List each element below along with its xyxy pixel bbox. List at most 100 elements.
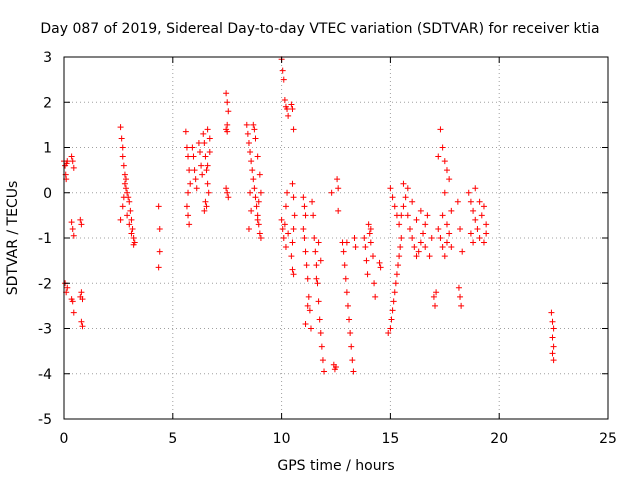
data-point <box>255 221 262 228</box>
data-point <box>480 239 487 246</box>
data-point <box>254 153 261 160</box>
data-point <box>224 121 231 128</box>
data-point <box>254 216 261 223</box>
y-tick-label: -2 <box>38 276 52 292</box>
data-point <box>424 212 431 219</box>
data-point <box>117 124 124 131</box>
data-point <box>278 216 285 223</box>
data-point <box>205 189 212 196</box>
data-point <box>191 167 198 174</box>
data-point <box>255 198 262 205</box>
data-point <box>364 271 371 278</box>
axis-ticks: 0 5 10 15 20 25 -5 -4 -3 -2 -1 0 1 2 3 <box>38 50 617 447</box>
data-point <box>189 144 196 151</box>
data-point <box>397 244 404 251</box>
data-point <box>372 293 379 300</box>
data-point <box>437 126 444 133</box>
x-tick-label: 15 <box>381 431 399 447</box>
data-point <box>393 271 400 278</box>
data-point <box>247 189 254 196</box>
data-point <box>395 262 402 269</box>
data-point <box>480 203 487 210</box>
data-point <box>79 296 86 303</box>
data-point <box>280 76 287 83</box>
data-point <box>185 153 192 160</box>
data-point <box>285 112 292 119</box>
data-point <box>77 216 84 223</box>
data-point <box>118 135 125 142</box>
data-point <box>369 253 376 260</box>
data-point <box>304 302 311 309</box>
data-point <box>290 271 297 278</box>
data-point <box>68 219 75 226</box>
chart-title: Day 087 of 2019, Sidereal Day-to-day VTE… <box>40 21 599 37</box>
data-point <box>472 185 479 192</box>
data-point <box>426 253 433 260</box>
data-point <box>365 221 372 228</box>
data-point <box>443 239 450 246</box>
data-point <box>439 244 446 251</box>
y-tick-label: -1 <box>38 231 52 247</box>
data-point <box>420 230 427 237</box>
data-point <box>413 253 420 260</box>
data-point <box>392 280 399 287</box>
data-point <box>457 293 464 300</box>
data-point <box>198 162 205 169</box>
data-point <box>197 149 203 156</box>
data-point <box>441 158 448 165</box>
data-point <box>183 144 190 151</box>
data-point <box>182 128 189 135</box>
data-point <box>187 180 194 187</box>
data-point <box>284 106 291 113</box>
data-point <box>309 198 316 205</box>
data-point <box>201 139 208 146</box>
y-axis-label: SDTVAR / TECUs <box>5 181 21 296</box>
data-point <box>248 207 255 214</box>
data-point <box>406 225 413 232</box>
data-point <box>387 185 394 192</box>
data-point <box>204 126 211 133</box>
data-point <box>155 264 162 271</box>
data-point <box>376 259 383 266</box>
data-point <box>483 230 490 237</box>
data-point <box>281 96 288 103</box>
data-point <box>303 262 310 269</box>
data-point <box>279 225 286 232</box>
data-point <box>367 239 374 246</box>
data-point <box>202 153 209 160</box>
x-tick-label: 0 <box>60 431 69 447</box>
data-point <box>315 298 322 305</box>
data-point <box>457 225 464 232</box>
data-point <box>204 162 211 169</box>
data-point <box>443 167 450 174</box>
x-axis-label: GPS time / hours <box>277 458 394 474</box>
data-point <box>225 108 232 115</box>
data-point <box>289 106 296 113</box>
data-point <box>245 225 252 232</box>
data-point <box>340 248 347 255</box>
data-point <box>443 221 450 228</box>
data-point <box>306 307 313 314</box>
data-point <box>120 194 127 201</box>
data-point <box>251 185 258 192</box>
data-point <box>123 185 130 192</box>
data-point <box>253 203 260 210</box>
data-point <box>78 318 85 325</box>
data-point <box>117 216 124 223</box>
data-point <box>549 318 556 325</box>
data-point <box>288 101 295 108</box>
data-point <box>344 302 351 309</box>
data-point <box>313 275 320 282</box>
data-point <box>290 225 297 232</box>
data-point <box>247 149 254 156</box>
data-point <box>69 298 76 305</box>
data-point <box>119 153 126 160</box>
data-point <box>398 235 405 241</box>
data-point <box>458 302 465 309</box>
data-point <box>281 221 288 228</box>
data-point <box>549 350 556 357</box>
data-point <box>391 289 398 296</box>
data-point <box>328 189 335 196</box>
data-point <box>459 248 466 255</box>
data-point <box>417 239 424 246</box>
